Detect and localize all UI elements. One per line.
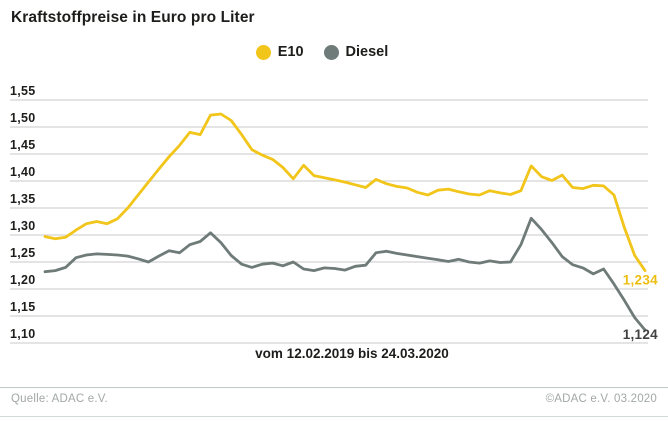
page-title: Kraftstoffpreise in Euro pro Liter [11,9,255,26]
e10-end-value-label: 1,234 [623,273,658,288]
y-tick-label: 1,45 [10,138,36,152]
y-tick-label: 1,20 [10,273,36,287]
legend-item-e10: E10 [255,44,304,60]
diesel-series-swatch-icon [323,44,339,60]
e10-series-swatch-icon [255,44,271,60]
y-tick-label: 1,15 [10,300,36,314]
legend-label-diesel: Diesel [345,44,389,60]
y-tick-label: 1,40 [10,165,36,179]
footer-divider [0,387,668,388]
e10-price-line [43,112,647,273]
legend: E10 Diesel [0,44,644,60]
y-tick-label: 1,55 [10,84,36,98]
bottom-border [0,416,668,417]
source-note: Quelle: ADAC e.V. [11,393,108,405]
y-tick-label: 1,35 [10,192,36,206]
diesel-price-line [43,216,647,332]
x-axis-caption: vom 12.02.2019 bis 24.03.2020 [255,346,449,361]
y-tick-label: 1,30 [10,219,36,233]
y-tick-label: 1,10 [10,327,36,341]
legend-item-diesel: Diesel [323,44,389,60]
y-tick-label: 1,25 [10,246,36,260]
y-tick-label: 1,50 [10,111,36,125]
legend-label-e10: E10 [277,44,304,60]
diesel-end-value-label: 1,124 [623,327,658,342]
copyright-note: ©ADAC e.V. 03.2020 [545,393,657,405]
